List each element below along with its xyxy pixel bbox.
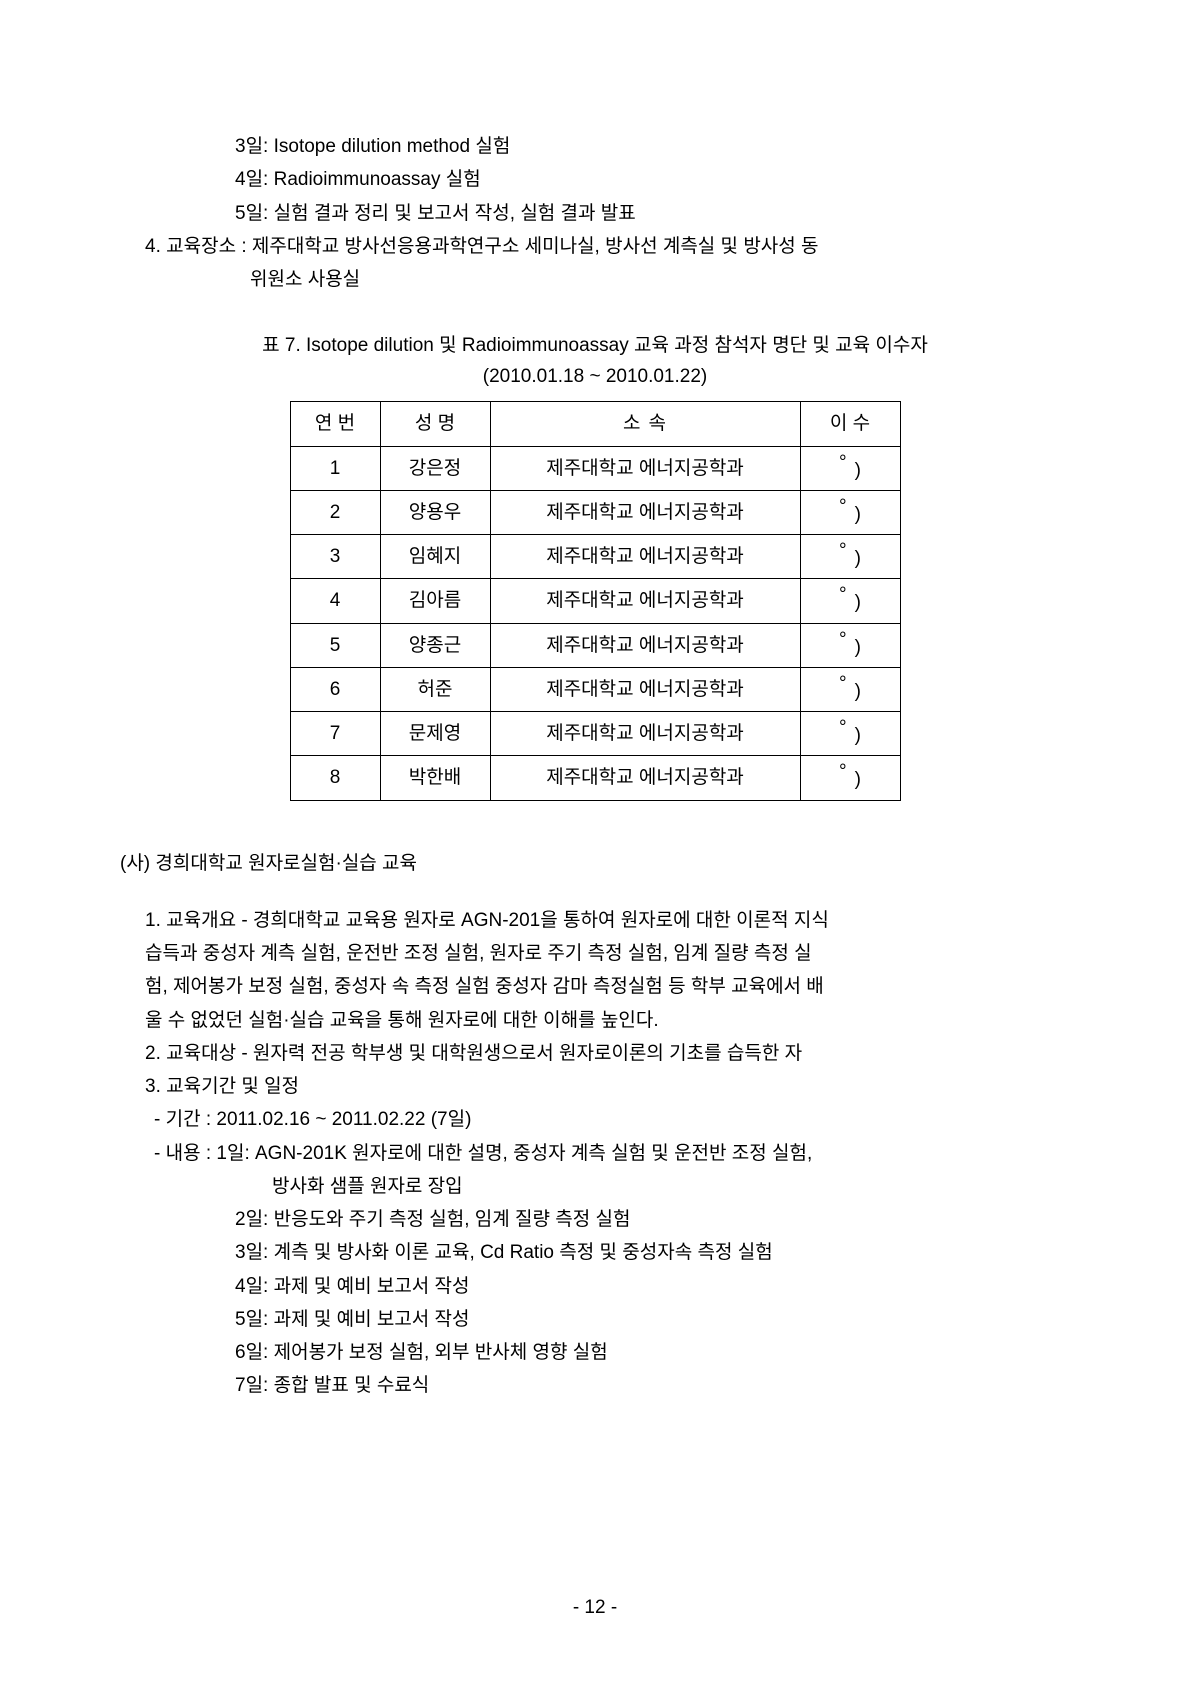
cell-name: 임혜지 bbox=[380, 535, 490, 579]
edu-target: 2. 교육대상 - 원자력 전공 학부생 및 대학원생으로서 원자로이론의 기초… bbox=[145, 1037, 1070, 1070]
schedule2-day5: 5일: 과제 및 예비 보고서 작성 bbox=[235, 1303, 1070, 1336]
cell-name: 강은정 bbox=[380, 446, 490, 490]
table-caption-line1: 표 7. Isotope dilution 및 Radioimmunoassay… bbox=[120, 332, 1070, 361]
schedule-day4: 4일: Radioimmunoassay 실험 bbox=[235, 163, 1070, 196]
schedule2-day2: 2일: 반응도와 주기 측정 실험, 임계 질량 측정 실험 bbox=[235, 1203, 1070, 1236]
cell-num: 2 bbox=[290, 490, 380, 534]
cell-affil: 제주대학교 에너지공학과 bbox=[490, 535, 800, 579]
table-row: 6 허준 제주대학교 에너지공학과 °) bbox=[290, 667, 900, 711]
edu-period-dates: - 기간 : 2011.02.16 ~ 2011.02.22 (7일) bbox=[154, 1103, 1070, 1136]
edu-overview-l2: 습득과 중성자 계측 실험, 운전반 조정 실험, 원자로 주기 측정 실험, … bbox=[145, 937, 1070, 970]
cell-name: 허준 bbox=[380, 667, 490, 711]
schedule2-day6: 6일: 제어봉가 보정 실험, 외부 반사체 영향 실험 bbox=[235, 1336, 1070, 1369]
cell-affil: 제주대학교 에너지공학과 bbox=[490, 446, 800, 490]
cell-affil: 제주대학교 에너지공학과 bbox=[490, 756, 800, 800]
cell-affil: 제주대학교 에너지공학과 bbox=[490, 667, 800, 711]
cell-name: 김아름 bbox=[380, 579, 490, 623]
schedule2-day3: 3일: 계측 및 방사화 이론 교육, Cd Ratio 측정 및 중성자속 측… bbox=[235, 1236, 1070, 1269]
content-day1-sub: 방사화 샘플 원자로 장입 bbox=[272, 1170, 1070, 1203]
table-row: 7 문제영 제주대학교 에너지공학과 °) bbox=[290, 712, 900, 756]
table-row: 3 임혜지 제주대학교 에너지공학과 °) bbox=[290, 535, 900, 579]
header-number: 연 번 bbox=[290, 402, 380, 446]
header-affil-a: 소 bbox=[623, 413, 648, 434]
participants-table: 연 번 성 명 소속 이 수 1 강은정 제주대학교 에너지공학과 °) 2 양… bbox=[290, 401, 901, 800]
cell-complete: °) bbox=[800, 712, 900, 756]
table-row: 2 양용우 제주대학교 에너지공학과 °) bbox=[290, 490, 900, 534]
header-affil-b: 속 bbox=[649, 413, 667, 434]
table-caption-dates: (2010.01.18 ~ 2010.01.22) bbox=[120, 363, 1070, 392]
cell-num: 8 bbox=[290, 756, 380, 800]
edu-overview-l4: 울 수 없었던 실험·실습 교육을 통해 원자로에 대한 이해를 높인다. bbox=[145, 1004, 1070, 1037]
cell-num: 3 bbox=[290, 535, 380, 579]
cell-complete: °) bbox=[800, 667, 900, 711]
cell-affil: 제주대학교 에너지공학과 bbox=[490, 579, 800, 623]
content-day1: - 내용 : 1일: AGN-201K 원자로에 대한 설명, 중성자 계측 실… bbox=[154, 1137, 1070, 1170]
edu-overview-l3: 험, 제어봉가 보정 실험, 중성자 속 측정 실험 중성자 감마 측정실험 등… bbox=[145, 970, 1070, 1003]
item-4-location-line1: 4. 교육장소 : 제주대학교 방사선응용과학연구소 세미나실, 방사선 계측실… bbox=[145, 230, 1070, 263]
cell-name: 양용우 bbox=[380, 490, 490, 534]
cell-affil: 제주대학교 에너지공학과 bbox=[490, 712, 800, 756]
schedule2-day7: 7일: 종합 발표 및 수료식 bbox=[235, 1369, 1070, 1402]
table-row: 1 강은정 제주대학교 에너지공학과 °) bbox=[290, 446, 900, 490]
table-body: 1 강은정 제주대학교 에너지공학과 °) 2 양용우 제주대학교 에너지공학과… bbox=[290, 446, 900, 800]
cell-affil: 제주대학교 에너지공학과 bbox=[490, 623, 800, 667]
header-complete: 이 수 bbox=[800, 402, 900, 446]
cell-name: 문제영 bbox=[380, 712, 490, 756]
cell-complete: °) bbox=[800, 623, 900, 667]
cell-complete: °) bbox=[800, 756, 900, 800]
page-number: - 12 - bbox=[0, 1591, 1190, 1624]
table-row: 8 박한배 제주대학교 에너지공학과 °) bbox=[290, 756, 900, 800]
cell-complete: °) bbox=[800, 535, 900, 579]
schedule-day5: 5일: 실험 결과 정리 및 보고서 작성, 실험 결과 발표 bbox=[235, 197, 1070, 230]
cell-num: 1 bbox=[290, 446, 380, 490]
cell-complete: °) bbox=[800, 579, 900, 623]
table-row: 5 양종근 제주대학교 에너지공학과 °) bbox=[290, 623, 900, 667]
header-affiliation: 소속 bbox=[490, 402, 800, 446]
cell-name: 양종근 bbox=[380, 623, 490, 667]
table-header-row: 연 번 성 명 소속 이 수 bbox=[290, 402, 900, 446]
cell-complete: °) bbox=[800, 446, 900, 490]
schedule2-day4: 4일: 과제 및 예비 보고서 작성 bbox=[235, 1270, 1070, 1303]
edu-period-title: 3. 교육기간 및 일정 bbox=[145, 1070, 1070, 1103]
schedule-day3: 3일: Isotope dilution method 실험 bbox=[235, 130, 1070, 163]
edu-overview: 1. 교육개요 - 경희대학교 교육용 원자로 AGN-201을 통하여 원자로… bbox=[145, 904, 1070, 1037]
item-4-location-line2: 위원소 사용실 bbox=[250, 263, 1070, 296]
header-name: 성 명 bbox=[380, 402, 490, 446]
cell-num: 6 bbox=[290, 667, 380, 711]
section-sa-heading: (사) 경희대학교 원자로실험·실습 교육 bbox=[120, 847, 1070, 880]
cell-num: 7 bbox=[290, 712, 380, 756]
cell-num: 5 bbox=[290, 623, 380, 667]
table-row: 4 김아름 제주대학교 에너지공학과 °) bbox=[290, 579, 900, 623]
edu-overview-l1: 1. 교육개요 - 경희대학교 교육용 원자로 AGN-201을 통하여 원자로… bbox=[145, 904, 1070, 937]
cell-affil: 제주대학교 에너지공학과 bbox=[490, 490, 800, 534]
table-caption: 표 7. Isotope dilution 및 Radioimmunoassay… bbox=[120, 332, 1070, 391]
cell-name: 박한배 bbox=[380, 756, 490, 800]
cell-complete: °) bbox=[800, 490, 900, 534]
cell-num: 4 bbox=[290, 579, 380, 623]
